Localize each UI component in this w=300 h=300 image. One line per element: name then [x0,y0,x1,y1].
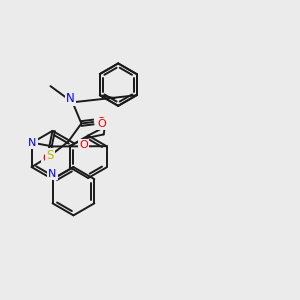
Text: O: O [98,119,106,129]
Text: S: S [46,149,54,162]
Text: O: O [79,140,88,150]
Text: N: N [48,169,57,179]
Text: N: N [66,92,75,105]
Text: N: N [28,138,36,148]
Text: O: O [96,116,105,128]
Text: O: O [42,152,51,165]
